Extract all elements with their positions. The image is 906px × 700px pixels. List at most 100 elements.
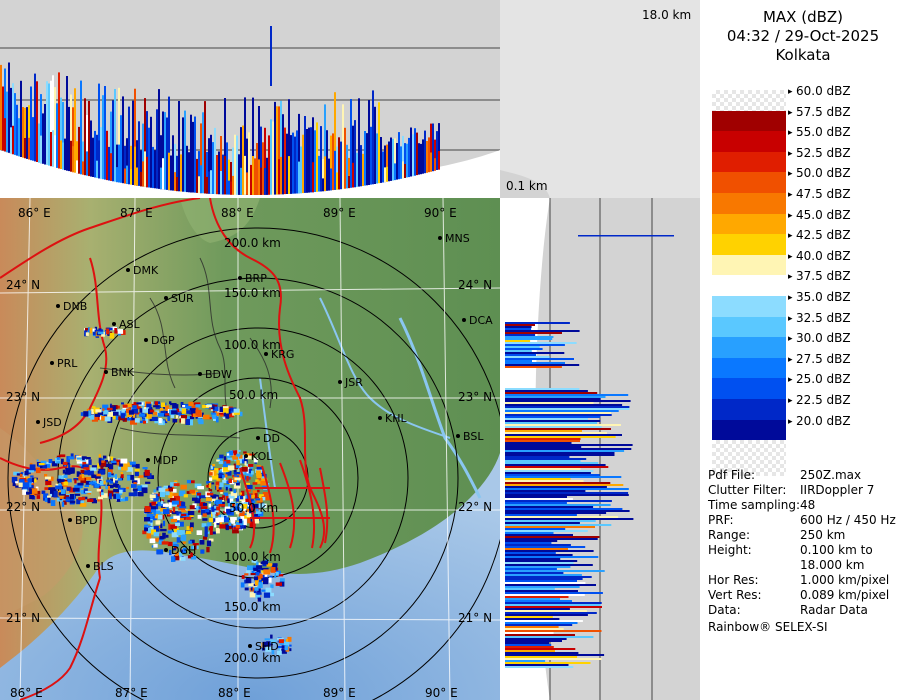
echo-cell — [113, 411, 119, 416]
echo-cell — [175, 551, 179, 556]
station-dot — [104, 370, 108, 374]
lon-label-top: 89° E — [323, 206, 356, 220]
profile-row — [505, 562, 574, 564]
profile-column — [152, 146, 154, 189]
scale-label: 60.0 dBZ — [796, 84, 851, 98]
echo-cell — [137, 492, 144, 497]
echo-cell — [236, 460, 240, 466]
profile-column-core — [430, 152, 432, 172]
echo-cell — [142, 418, 146, 423]
echo-cell — [245, 578, 252, 584]
profile-column-core — [228, 180, 230, 195]
profile-column-core — [394, 163, 396, 181]
profile-column — [260, 126, 262, 195]
profile-column — [78, 126, 80, 174]
echo-cell — [41, 490, 46, 494]
profile-column — [94, 130, 96, 178]
profile-mask — [0, 150, 500, 198]
profile-row — [505, 528, 566, 530]
lon-label-top: 88° E — [221, 206, 254, 220]
profile-column — [32, 117, 34, 161]
echo-cell — [202, 513, 207, 517]
info-value: 0.089 km/pixel — [800, 588, 890, 602]
station-label: ASL — [119, 318, 141, 331]
range-label-north: 50.0 km — [229, 388, 278, 402]
echo-cell — [107, 407, 113, 411]
profile-row — [505, 650, 555, 652]
profile-column-core — [160, 167, 162, 190]
echo-cell — [45, 461, 51, 466]
echo-cell — [168, 523, 171, 530]
profile-column-core — [134, 146, 136, 186]
profile-column — [136, 140, 138, 186]
echo-cell — [213, 406, 219, 412]
echo-cell — [24, 476, 29, 480]
echo-cell — [173, 515, 180, 521]
echo-cell — [189, 505, 195, 510]
color-swatch — [712, 193, 786, 214]
echo-cell — [202, 536, 208, 540]
color-swatch — [712, 254, 786, 276]
echo-cell — [263, 592, 271, 598]
echo-cell — [214, 410, 219, 415]
echo-cell — [266, 563, 273, 567]
profile-column — [262, 142, 264, 195]
echo-cell — [153, 525, 160, 532]
echo-cell — [171, 532, 179, 538]
profile-column — [352, 125, 354, 188]
echo-cell — [114, 474, 118, 480]
echo-cell — [256, 565, 263, 570]
profile-row — [505, 476, 622, 478]
echo-cell — [173, 495, 180, 502]
echo-cell — [245, 570, 251, 574]
radar-map: MNS DMK BRP SUR DNB ASL DCA DGP KRG PRL BNK BDW JSR K… — [0, 198, 500, 700]
echo-cell — [208, 483, 211, 488]
profile-row — [505, 494, 629, 496]
echo-cell — [99, 469, 105, 475]
echo-cell — [171, 410, 178, 415]
profile-row — [505, 592, 603, 594]
echo-cell — [156, 549, 164, 555]
echo-cell — [216, 478, 221, 482]
lon-label-bottom: 89° E — [323, 686, 356, 700]
echo-cell — [178, 517, 184, 521]
profile-column — [44, 104, 46, 165]
profile-column — [186, 145, 188, 193]
echo-cell — [247, 517, 251, 524]
station-label: BPD — [75, 514, 98, 527]
echo-cell — [157, 413, 164, 417]
echo-cell — [235, 462, 240, 469]
echo-cell — [151, 501, 157, 506]
echo-cell — [97, 462, 100, 469]
radar-echoes — [11, 326, 330, 655]
echo-cell — [258, 582, 263, 588]
profile-column-core — [96, 160, 98, 178]
profile-column — [12, 83, 14, 155]
echo-cell — [229, 503, 235, 508]
echo-cell — [244, 579, 247, 584]
station-label: BSL — [463, 430, 484, 443]
profile-column — [86, 115, 88, 176]
profile-column-core — [252, 156, 254, 195]
echo-cell — [169, 403, 177, 406]
profile-row — [505, 530, 588, 532]
echo-cell — [227, 457, 234, 461]
echo-cell — [277, 637, 284, 641]
profile-row — [505, 450, 625, 452]
echo-cell — [68, 463, 71, 469]
echo-cell — [287, 636, 292, 642]
echo-cell — [78, 497, 86, 501]
echo-cell — [15, 485, 22, 488]
echo-cell — [223, 492, 228, 497]
echo-cell — [218, 504, 225, 507]
profile-column — [366, 133, 368, 186]
echo-cell — [242, 503, 248, 509]
echo-cell — [157, 486, 162, 489]
echo-cell — [259, 494, 264, 499]
echo-cell — [51, 461, 58, 467]
echo-cell — [220, 491, 223, 494]
echo-cell — [255, 511, 262, 514]
echo-cell — [191, 546, 194, 550]
echo-cell — [139, 420, 143, 424]
echo-cell — [185, 530, 192, 534]
